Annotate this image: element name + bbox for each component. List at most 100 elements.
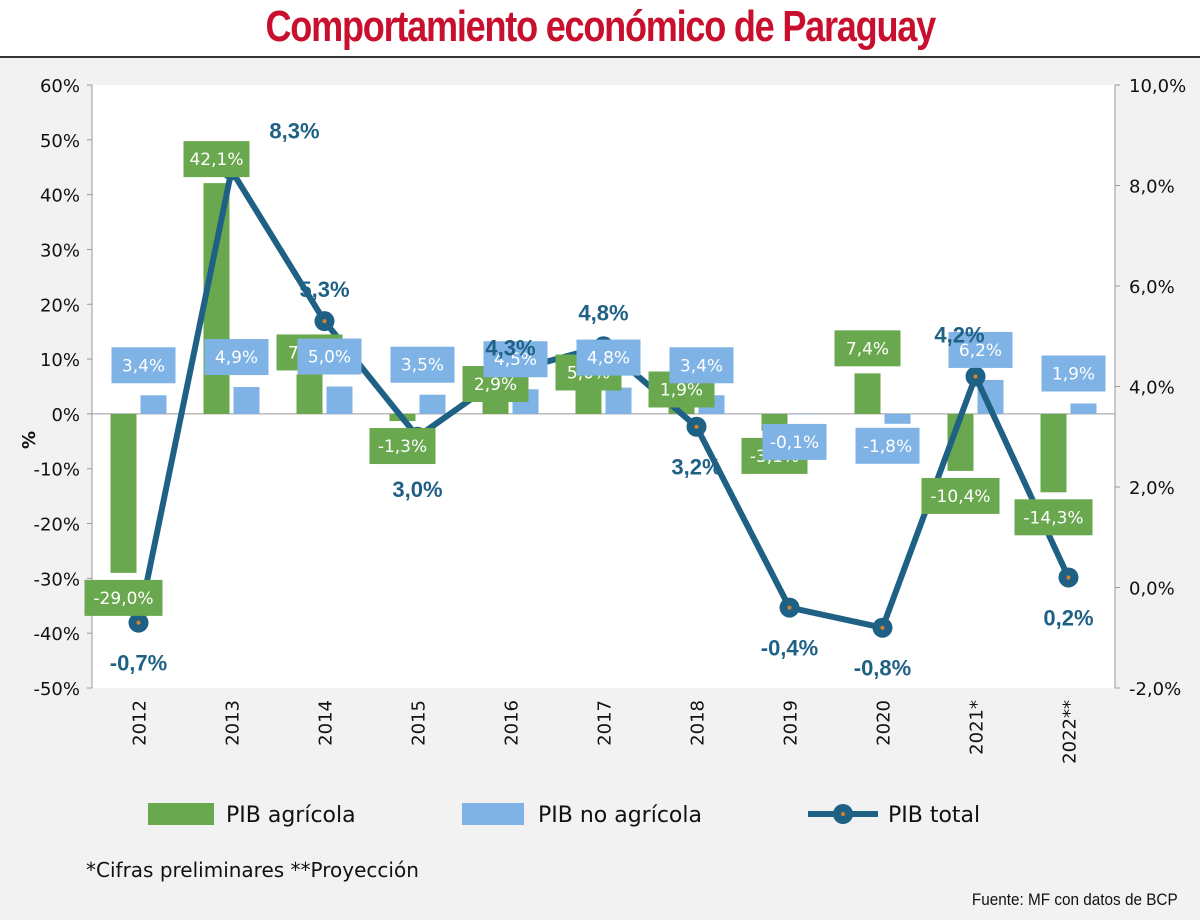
x-tick-label: 2019 xyxy=(781,700,802,746)
page-title: Comportamiento económico de Paraguay xyxy=(265,2,936,51)
data-label-no-agricola: 4,8% xyxy=(587,349,630,369)
data-label-no-agricola-box xyxy=(669,347,734,384)
data-label-pib-total: 0,2% xyxy=(1043,605,1093,630)
legend-label-total: PIB total xyxy=(888,803,980,828)
data-label-agricola: 2,9% xyxy=(474,375,517,395)
x-tick-label: 2020 xyxy=(874,700,895,746)
x-tick-label: 2021* xyxy=(967,700,988,755)
y-left-tick-label: 0% xyxy=(51,405,80,426)
data-label-no-agricola-box xyxy=(1041,355,1106,392)
bar-pib-no-agricola xyxy=(1070,403,1097,414)
bar-pib-no-agricola xyxy=(326,386,353,414)
y-left-tick-label: 50% xyxy=(40,131,80,152)
legend-label-no-agricola: PIB no agrícola xyxy=(538,803,702,828)
bar-pib-agricola xyxy=(854,373,881,414)
data-label-pib-total: -0,7% xyxy=(110,651,167,676)
data-label-no-agricola: 5,0% xyxy=(308,348,351,368)
data-label-agricola: 42,1% xyxy=(189,150,243,170)
data-label-pib-total: -0,8% xyxy=(854,656,911,681)
legend-swatch-no-agricola xyxy=(462,803,524,825)
data-label-agricola-box xyxy=(921,477,1000,514)
x-tick-label: 2022** xyxy=(1060,700,1081,764)
x-tick-label: 2015 xyxy=(409,700,430,746)
data-label-no-agricola-box xyxy=(576,339,641,376)
legend-swatch-agricola xyxy=(148,803,214,825)
data-label-no-agricola-box xyxy=(483,341,548,378)
data-label-agricola: -29,0% xyxy=(93,589,153,609)
y-left-tick-label: 40% xyxy=(40,186,80,207)
data-label-agricola-box xyxy=(369,428,436,465)
y-right-tick-label: 10,0% xyxy=(1129,76,1186,97)
point-pib-total-center xyxy=(1066,575,1071,580)
data-label-no-agricola: -0,1% xyxy=(770,433,819,453)
bar-pib-agricola xyxy=(296,374,323,414)
data-label-pib-total: 3,2% xyxy=(671,455,721,480)
y-right-tick-label: 8,0% xyxy=(1129,177,1175,198)
chart-labels: -29,0%42,1%7,2%-1,3%2,9%5,0%1,9%-3,1%7,4… xyxy=(84,118,1106,681)
data-label-no-agricola-box xyxy=(111,347,176,384)
data-label-pib-total: 5,3% xyxy=(299,277,349,302)
point-pib-total-center xyxy=(136,620,141,625)
bar-pib-agricola xyxy=(110,413,137,573)
bar-pib-agricola xyxy=(575,386,602,414)
legend-swatch-total-center xyxy=(841,812,845,816)
x-tick-label: 2013 xyxy=(223,700,244,746)
data-label-no-agricola: 4,5% xyxy=(494,350,537,370)
y-left-tick-label: -30% xyxy=(33,569,80,590)
y-axis-label: % xyxy=(19,431,40,449)
x-tick-label: 2014 xyxy=(316,700,337,746)
footnote: *Cifras preliminares **Proyección xyxy=(86,858,419,882)
y-left-tick-label: 60% xyxy=(40,76,80,97)
data-label-agricola-box xyxy=(834,330,901,367)
data-label-agricola-box xyxy=(183,141,250,178)
bar-pib-agricola xyxy=(668,403,695,414)
data-label-no-agricola-box xyxy=(297,338,362,375)
x-tick-label: 2018 xyxy=(688,700,709,746)
data-label-pib-total: 4,3% xyxy=(485,335,535,360)
y-right-tick-label: 4,0% xyxy=(1129,378,1175,399)
data-label-no-agricola: 3,4% xyxy=(122,356,165,376)
y-right-tick-label: -2,0% xyxy=(1129,679,1181,700)
y-right-tick-label: 6,0% xyxy=(1129,277,1175,298)
bar-pib-no-agricola xyxy=(605,387,632,414)
bar-pib-no-agricola xyxy=(233,387,260,414)
point-pib-total-center xyxy=(880,625,885,630)
data-label-agricola: -1,3% xyxy=(378,437,427,457)
data-label-no-agricola: 1,9% xyxy=(1052,364,1095,384)
bar-pib-no-agricola xyxy=(419,394,446,414)
legend-label-agricola: PIB agrícola xyxy=(226,803,356,828)
data-label-agricola-box xyxy=(84,579,163,616)
data-label-pib-total: 3,0% xyxy=(392,477,442,502)
source-note: Fuente: MF con datos de BCP xyxy=(972,890,1178,909)
point-pib-total-center xyxy=(322,319,327,324)
x-tick-label: 2016 xyxy=(502,700,523,746)
data-label-agricola: 7,4% xyxy=(846,339,889,359)
y-left-tick-label: 20% xyxy=(40,295,80,316)
data-label-pib-total: 8,3% xyxy=(269,118,319,143)
data-label-no-agricola: 4,9% xyxy=(215,348,258,368)
data-label-agricola: -10,4% xyxy=(930,487,990,507)
data-label-pib-total: 4,8% xyxy=(578,300,628,325)
data-label-no-agricola-box xyxy=(390,346,455,383)
y-left-tick-label: 30% xyxy=(40,240,80,261)
data-label-pib-total: -0,4% xyxy=(761,636,818,661)
data-label-no-agricola: 3,4% xyxy=(680,356,723,376)
data-label-no-agricola-box xyxy=(204,339,269,376)
y-left-tick-label: -10% xyxy=(33,460,80,481)
data-label-no-agricola-box xyxy=(855,427,920,464)
bar-pib-no-agricola xyxy=(791,413,818,415)
data-label-no-agricola: 6,2% xyxy=(959,341,1002,361)
data-label-agricola: 1,9% xyxy=(660,380,703,400)
x-tick-label: 2012 xyxy=(130,700,151,746)
chart-legend: PIB agrícola PIB no agrícola PIB total xyxy=(148,803,980,828)
y-right-tick-label: 0,0% xyxy=(1129,579,1175,600)
data-label-no-agricola: -1,8% xyxy=(863,437,912,457)
data-label-pib-total: 4,2% xyxy=(934,322,984,347)
x-tick-label: 2017 xyxy=(595,700,616,746)
bar-pib-no-agricola xyxy=(140,395,167,414)
point-pib-total-center xyxy=(787,605,792,610)
point-pib-total-center xyxy=(694,424,699,429)
bar-pib-agricola xyxy=(1040,413,1067,493)
y-left-tick-label: 10% xyxy=(40,350,80,371)
y-right-tick-label: 2,0% xyxy=(1129,478,1175,499)
